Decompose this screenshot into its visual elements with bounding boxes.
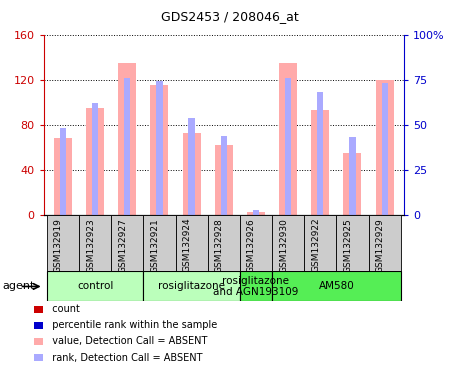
Bar — [343, 153, 361, 215]
Bar — [375, 80, 394, 215]
Bar — [157, 81, 162, 215]
Bar — [54, 138, 72, 215]
Bar — [92, 103, 98, 215]
Bar — [311, 110, 329, 215]
Text: GSM132930: GSM132930 — [279, 218, 288, 273]
Bar — [189, 118, 195, 215]
Bar — [183, 133, 201, 215]
Bar — [151, 85, 168, 215]
Bar — [304, 215, 336, 271]
Text: rank, Detection Call = ABSENT: rank, Detection Call = ABSENT — [46, 353, 202, 362]
Bar — [272, 215, 304, 271]
Text: rosiglitazone: rosiglitazone — [158, 281, 225, 291]
Bar — [349, 137, 356, 215]
Text: GSM132928: GSM132928 — [215, 218, 224, 273]
Text: GSM132923: GSM132923 — [86, 218, 95, 273]
Bar — [253, 210, 259, 215]
Bar — [79, 215, 111, 271]
Bar — [285, 78, 291, 215]
Bar — [221, 136, 227, 215]
Bar — [336, 215, 369, 271]
Bar — [369, 215, 401, 271]
Bar — [124, 78, 130, 215]
Text: GSM132919: GSM132919 — [54, 218, 63, 273]
Bar — [143, 215, 175, 271]
Bar — [111, 215, 143, 271]
Text: AM580: AM580 — [319, 281, 354, 291]
Text: GSM132924: GSM132924 — [183, 218, 191, 273]
Text: GSM132926: GSM132926 — [247, 218, 256, 273]
Bar — [240, 271, 272, 301]
Text: GSM132927: GSM132927 — [118, 218, 127, 273]
Text: GSM132925: GSM132925 — [343, 218, 353, 273]
Bar — [175, 215, 207, 271]
Bar — [47, 271, 143, 301]
Text: value, Detection Call = ABSENT: value, Detection Call = ABSENT — [46, 336, 207, 346]
Text: GSM132929: GSM132929 — [375, 218, 385, 273]
Text: count: count — [46, 304, 80, 314]
Bar — [118, 63, 136, 215]
Text: agent: agent — [2, 281, 35, 291]
Text: percentile rank within the sample: percentile rank within the sample — [46, 320, 217, 330]
Text: control: control — [77, 281, 113, 291]
Bar — [279, 63, 297, 215]
Bar — [317, 92, 324, 215]
Bar — [60, 128, 66, 215]
Bar — [47, 215, 79, 271]
Bar — [86, 108, 104, 215]
Bar — [143, 271, 240, 301]
Bar — [215, 145, 233, 215]
Text: GSM132922: GSM132922 — [311, 218, 320, 273]
Bar — [247, 212, 265, 215]
Text: GSM132921: GSM132921 — [151, 218, 159, 273]
Text: rosiglitazone
and AGN193109: rosiglitazone and AGN193109 — [213, 276, 299, 297]
Bar — [272, 271, 401, 301]
Bar — [381, 83, 388, 215]
Bar — [207, 215, 240, 271]
Text: GDS2453 / 208046_at: GDS2453 / 208046_at — [161, 10, 298, 23]
Bar — [240, 215, 272, 271]
